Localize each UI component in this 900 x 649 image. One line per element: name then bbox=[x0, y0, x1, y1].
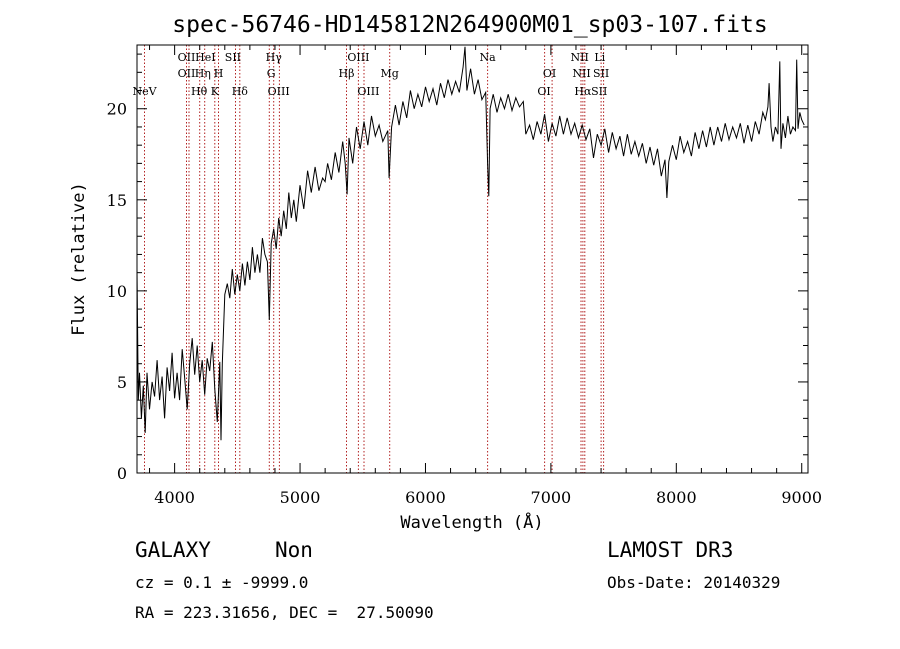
obs-date: Obs-Date: 20140329 bbox=[607, 573, 781, 592]
x-tick-label-4000: 4000 bbox=[154, 488, 195, 507]
x-tick-label-6000: 6000 bbox=[405, 488, 446, 507]
line-label-2: OII bbox=[178, 67, 196, 80]
x-tick-label-5000: 5000 bbox=[280, 488, 321, 507]
line-label-18: OI bbox=[543, 67, 556, 80]
spectrum-series-line bbox=[136, 46, 805, 441]
y-tick-label-5: 5 bbox=[117, 373, 127, 392]
line-label-17: Na bbox=[480, 51, 497, 64]
line-label-15: OIII bbox=[357, 85, 379, 98]
object-subclass: Non bbox=[275, 538, 313, 562]
line-label-20: NII bbox=[571, 51, 589, 64]
line-label-7: H bbox=[214, 67, 224, 80]
plot-frame bbox=[136, 44, 809, 474]
chart-title: spec-56746-HD145812N264900M01_sp03-107.f… bbox=[172, 12, 767, 38]
emission-line-labels: NeVOIIOIIHθHeIHηKHSIIHδHγGOIIIOIIIHβOIII… bbox=[132, 51, 609, 98]
line-label-13: OIII bbox=[347, 51, 369, 64]
x-tick-label-9000: 9000 bbox=[781, 488, 822, 507]
line-label-10: Hγ bbox=[266, 51, 283, 64]
line-label-4: HeI bbox=[195, 51, 215, 64]
line-label-8: SII bbox=[225, 51, 241, 64]
y-tick-label-10: 10 bbox=[107, 282, 127, 301]
line-label-1: OII bbox=[178, 51, 196, 64]
axis-ticks: 4000 5000 6000 7000 8000 9000 0 5 10 15 20 bbox=[107, 45, 822, 507]
line-label-14: Hβ bbox=[339, 67, 355, 80]
redshift-readout: cz = 0.1 ± -9999.0 bbox=[135, 573, 309, 592]
line-label-23: Li bbox=[594, 51, 605, 64]
y-axis-label: Flux (relative) bbox=[69, 182, 89, 336]
y-tick-label-0: 0 bbox=[117, 464, 127, 483]
y-tick-label-20: 20 bbox=[107, 100, 127, 119]
line-label-11: G bbox=[267, 67, 276, 80]
line-label-0: NeV bbox=[132, 85, 157, 98]
x-axis-label: Wavelength (Å) bbox=[400, 511, 543, 533]
spectrum-chart: spec-56746-HD145812N264900M01_sp03-107.f… bbox=[69, 12, 822, 533]
line-label-12: OIII bbox=[268, 85, 290, 98]
emission-line-markers bbox=[144, 45, 605, 473]
line-label-22: Hα bbox=[574, 85, 592, 98]
x-tick-label-8000: 8000 bbox=[656, 488, 697, 507]
line-label-25: SII bbox=[591, 85, 607, 98]
x-tick-label-7000: 7000 bbox=[531, 488, 572, 507]
line-label-24: SII bbox=[593, 67, 609, 80]
line-label-9: Hδ bbox=[232, 85, 249, 98]
coordinates: RA = 223.31656, DEC = 27.50090 bbox=[135, 603, 434, 622]
line-label-5: Hη bbox=[195, 67, 211, 80]
survey-name: LAMOST DR3 bbox=[607, 538, 734, 562]
line-label-6: K bbox=[211, 85, 220, 98]
line-label-19: OI bbox=[537, 85, 550, 98]
line-label-3: Hθ bbox=[191, 85, 208, 98]
object-class: GALAXY bbox=[135, 538, 211, 562]
line-label-16: Mg bbox=[381, 67, 399, 80]
line-label-21: NII bbox=[572, 67, 590, 80]
y-tick-label-15: 15 bbox=[107, 191, 127, 210]
